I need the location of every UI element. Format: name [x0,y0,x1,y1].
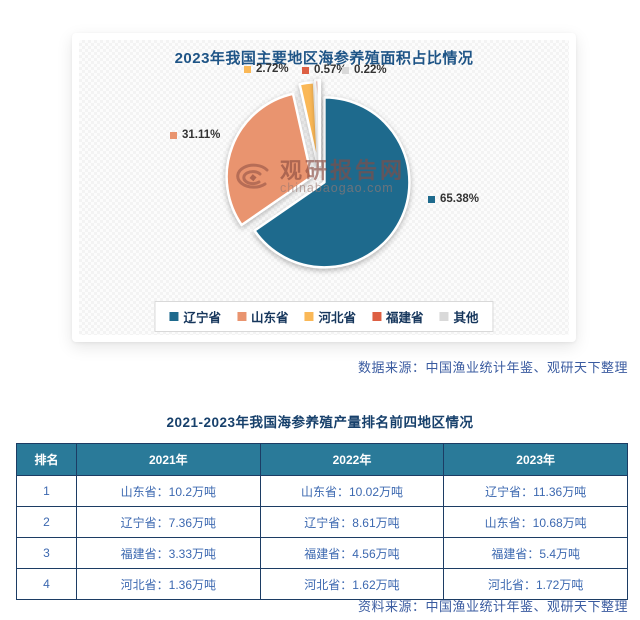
legend-swatch-icon [236,312,246,321]
pie-slice-山东省 [225,92,313,227]
table-column-header: 2023年 [443,443,628,476]
legend-label: 辽宁省 [183,311,221,325]
pie-legend: 辽宁省 山东省 河北省 福建省 其他 [154,301,494,332]
pie-chart-title: 2023年我国主要地区海参养殖面积占比情况 [174,50,474,67]
legend-item-辽宁省: 辽宁省 [169,307,221,326]
legend-swatch-icon [169,312,179,321]
table-header-row: 排名 2021年 2022年 2023年 [16,443,628,476]
table-cell: 1 [16,475,77,507]
pie-chart [225,78,411,269]
table-cell: 河北省：1.36万吨 [76,568,261,600]
legend-label: 其他 [453,311,479,325]
label-value: 2.72% [256,63,289,75]
pie-slice-辽宁省 [253,96,411,269]
table-cell: 河北省：1.72万吨 [443,568,628,600]
table-title: 2021-2023年我国海参养殖产量排名前四地区情况 [166,415,474,430]
label-value: 0.57% [314,64,347,76]
table-cell: 山东省：10.2万吨 [76,475,261,507]
table-row: 2 辽宁省：7.36万吨 辽宁省：8.61万吨 山东省：10.68万吨 [16,506,628,538]
label-marker-icon [244,65,251,73]
pie-value-label-其他: 0.22% [342,64,387,76]
label-marker-icon [428,195,435,203]
pie-value-label-福建省: 0.57% [302,64,347,76]
ranking-table: 排名 2021年 2022年 2023年 1 山东省：10.2万吨 山东省：10.02万吨… [16,443,628,600]
table-cell: 山东省：10.02万吨 [259,475,445,507]
table-row: 4 河北省：1.36万吨 河北省：1.62万吨 河北省：1.72万吨 [16,568,628,600]
table-cell: 河北省：1.62万吨 [259,568,445,600]
pie-chart-card: 2023年我国主要地区海参养殖面积占比情况 65.38% 31.11% 2.72% 0… [72,33,576,342]
table-cell: 福建省：5.4万吨 [443,537,628,569]
pie-value-label-辽宁省: 65.38% [428,193,479,205]
table-column-header: 排名 [16,443,77,476]
table-row: 1 山东省：10.2万吨 山东省：10.02万吨 辽宁省：11.36万吨 [16,475,628,507]
table-cell: 山东省：10.68万吨 [443,506,628,538]
label-marker-icon [302,66,309,74]
label-value: 31.11% [182,129,221,141]
legend-item-河北省: 河北省 [304,307,356,326]
legend-item-其他: 其他 [439,307,479,326]
table-cell: 4 [16,568,77,600]
table-cell: 辽宁省：8.61万吨 [259,506,445,538]
table-cell: 3 [16,537,77,569]
table-column-header: 2022年 [259,443,445,476]
pie-value-label-河北省: 2.72% [244,63,289,75]
legend-label: 山东省 [250,311,289,325]
legend-swatch-icon [372,312,382,321]
table-cell: 福建省：4.56万吨 [259,537,445,569]
table-body: 1 山东省：10.2万吨 山东省：10.02万吨 辽宁省：11.36万吨 2 辽宁省：7.… [16,475,628,600]
pie-slice-河北省 [298,80,320,169]
label-value: 65.38% [440,193,480,205]
legend-item-山东省: 山东省 [236,307,289,326]
table-cell: 辽宁省：7.36万吨 [76,506,261,538]
label-value: 0.22% [354,64,387,76]
table-cell: 2 [16,506,77,538]
legend-label: 福建省 [386,311,424,325]
label-marker-icon [342,66,349,74]
pie-slice-其他 [317,78,322,167]
pie-value-label-山东省: 31.11% [170,129,220,141]
label-marker-icon [170,131,177,139]
table-row: 3 福建省：3.33万吨 福建省：4.56万吨 福建省：5.4万吨 [16,537,628,569]
legend-item-福建省: 福建省 [372,307,424,326]
table-column-header: 2021年 [76,443,261,476]
table-cell: 福建省：3.33万吨 [76,537,261,569]
table-source-text: 资料来源：中国渔业统计年鉴、观研天下整理 [357,599,628,614]
legend-label: 河北省 [318,311,357,325]
legend-swatch-icon [439,312,449,321]
pie-source-text: 数据来源：中国渔业统计年鉴、观研天下整理 [357,360,628,375]
table-cell: 辽宁省：11.36万吨 [443,475,628,507]
legend-swatch-icon [304,312,314,321]
